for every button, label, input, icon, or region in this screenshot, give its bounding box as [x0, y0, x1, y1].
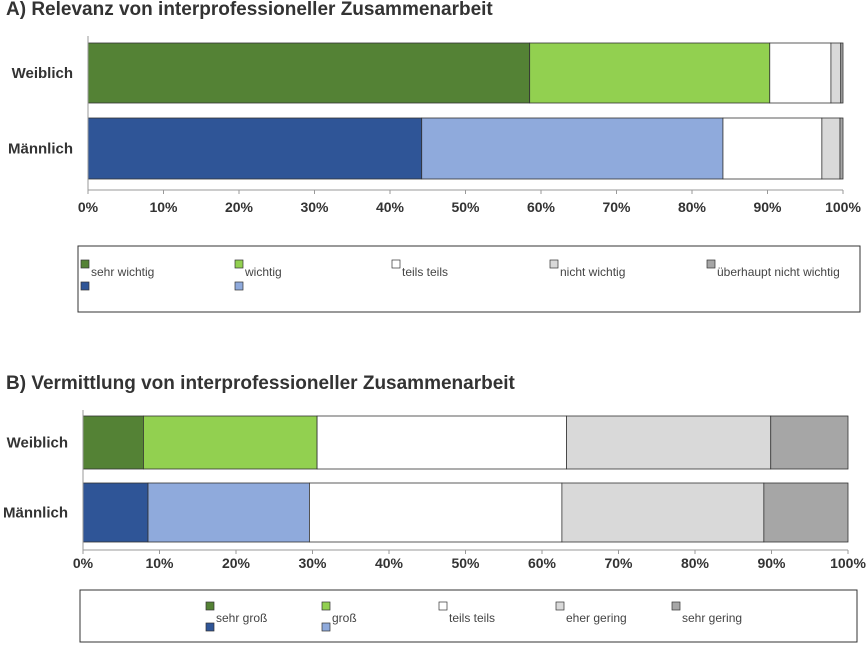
chart-a-tick-label: 40% [376, 199, 405, 215]
chart-a-tick-label: 10% [149, 199, 178, 215]
chart-a-tick-label: 70% [602, 199, 631, 215]
chart-b-title: B) Vermittlung von interprofessioneller … [6, 373, 516, 394]
chart-b-bar-segment [561, 482, 765, 543]
chart-a-title: A) Relevanz von interprofessioneller Zus… [6, 0, 493, 20]
chart-a-bar-segment [87, 42, 531, 104]
chart-a-bars [87, 42, 844, 180]
chart-a-tick-label: 90% [753, 199, 782, 215]
chart-a-legend-label: wichtig [244, 265, 282, 279]
chart-b-legend-swatch [438, 601, 448, 611]
chart-b-tick-label: 100% [830, 555, 866, 571]
chart-b-tick-label: 50% [451, 555, 480, 571]
chart-a-categories: Weiblich Männlich [8, 65, 73, 158]
chart-a-legend: sehr wichtig wichtig teils teils nicht wich… [80, 259, 840, 291]
chart-b-legend-label: sehr gering [682, 611, 742, 625]
chart-a-legend-swatch [549, 259, 559, 269]
chart-b-bar-segment [143, 415, 318, 470]
chart-a-legend-swatch [80, 259, 90, 269]
chart-a-bar-segment [840, 42, 844, 104]
chart-a: A) Relevanz von interprofessioneller Zus… [6, 0, 861, 313]
chart-b-bars [82, 415, 849, 543]
chart-b-legend-label: sehr groß [216, 611, 267, 625]
chart-a-bar-segment [421, 117, 724, 180]
chart-a-legend-swatch [706, 259, 716, 269]
chart-a-bar-segment [821, 117, 841, 180]
chart-a-tick-label: 0% [78, 199, 99, 215]
chart-b-legend-swatch [671, 601, 681, 611]
chart-b-bar-segment [316, 415, 567, 470]
chart-b-bar-segment [82, 415, 144, 470]
chart-b: B) Vermittlung von interprofessioneller … [3, 373, 866, 643]
chart-a-tick-label: 20% [225, 199, 254, 215]
chart-a-tick-label: 60% [527, 199, 556, 215]
chart-b-category-label: Männlich [3, 505, 68, 522]
chart-b-tick-label: 70% [604, 555, 633, 571]
chart-a-tick-label: 100% [825, 199, 861, 215]
chart-a-legend-box [77, 245, 861, 313]
chart-b-tick-label: 20% [222, 555, 251, 571]
chart-b-tick-label: 10% [145, 555, 174, 571]
chart-a-legend-swatch [80, 281, 90, 291]
chart-b-legend-label: eher gering [566, 611, 627, 625]
chart-a-tick-label: 50% [451, 199, 480, 215]
chart-a-bar-segment [769, 42, 832, 104]
chart-b-tick-label: 60% [528, 555, 557, 571]
chart-a-bar-segment [830, 42, 842, 104]
chart-a-legend-swatch [391, 259, 401, 269]
chart-a-category-label: Weiblich [12, 65, 73, 82]
chart-a-bar-segment [839, 117, 844, 180]
chart-b-tick-label: 0% [73, 555, 94, 571]
chart-a-bar-segment [722, 117, 823, 180]
chart-a-legend-label: überhaupt nicht wichtig [717, 265, 840, 279]
chart-a-category-label: Männlich [8, 141, 73, 158]
chart-b-tick-label: 40% [375, 555, 404, 571]
chart-b-legend-box [79, 589, 858, 643]
chart-a-x-axis: 0% 10% 20% 30% 40% 50% 60% 70% 80% 90% 100% [78, 36, 861, 215]
chart-b-category-label: Weiblich [7, 435, 68, 452]
chart-b-bar-segment [566, 415, 772, 470]
chart-b-legend-swatch [205, 601, 215, 611]
chart-a-legend-label: teils teils [402, 265, 448, 279]
chart-b-bar-segment [763, 482, 849, 543]
chart-a-bar-segment [529, 42, 771, 104]
chart-b-bar-segment [770, 415, 849, 470]
chart-b-legend: sehr groß groß teils teils eher gering sehr … [205, 601, 742, 632]
chart-b-legend-label: groß [332, 611, 357, 625]
chart-b-legend-label: teils teils [449, 611, 495, 625]
chart-a-legend-swatch [234, 281, 244, 291]
chart-b-bar-segment [82, 482, 149, 543]
chart-b-legend-swatch [555, 601, 565, 611]
chart-b-tick-label: 80% [681, 555, 710, 571]
chart-b-bar-segment [147, 482, 310, 543]
chart-a-legend-label: sehr wichtig [91, 265, 154, 279]
chart-b-bar-segment [309, 482, 563, 543]
chart-b-x-axis: 0% 10% 20% 30% 40% 50% 60% 70% 80% 90% 100% [73, 410, 866, 571]
chart-b-legend-swatch [205, 622, 215, 632]
chart-b-tick-label: 90% [757, 555, 786, 571]
chart-b-legend-swatch [321, 622, 331, 632]
chart-b-categories: Weiblich Männlich [3, 435, 68, 522]
chart-a-legend-swatch [234, 259, 244, 269]
chart-a-tick-label: 80% [678, 199, 707, 215]
chart-a-bar-segment [87, 117, 423, 180]
chart-a-legend-label: nicht wichtig [560, 265, 625, 279]
chart-b-tick-label: 30% [298, 555, 327, 571]
chart-a-tick-label: 30% [300, 199, 329, 215]
chart-b-legend-swatch [321, 601, 331, 611]
